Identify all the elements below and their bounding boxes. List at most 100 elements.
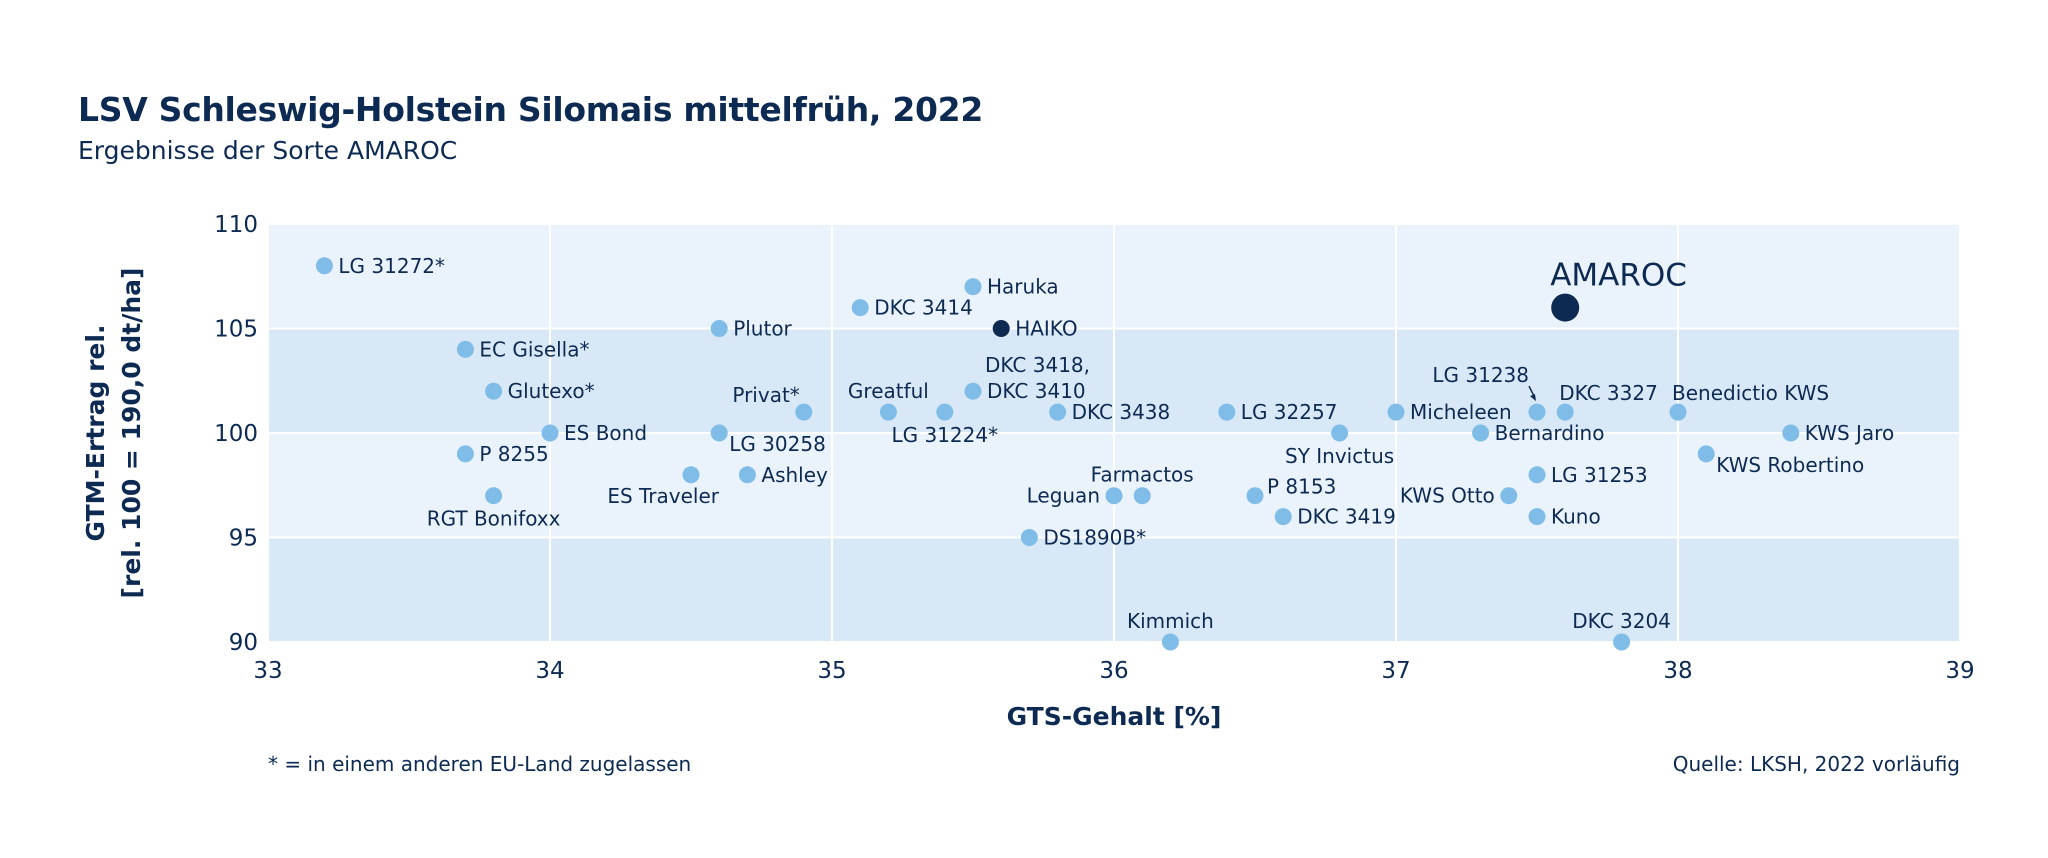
data-point xyxy=(1551,293,1580,322)
data-point xyxy=(1387,403,1405,421)
data-point xyxy=(1528,508,1546,526)
data-point xyxy=(1020,529,1038,546)
point-label: Leguan xyxy=(1027,484,1100,508)
data-point xyxy=(1218,403,1236,421)
data-point xyxy=(1613,633,1631,651)
data-point xyxy=(485,382,503,400)
y-tick-label: 110 xyxy=(214,212,258,238)
source-note: Quelle: LKSH, 2022 vorläufig xyxy=(1672,752,1960,776)
data-point xyxy=(1782,424,1800,442)
point-label: P 8153 xyxy=(1267,475,1336,499)
x-tick-label: 37 xyxy=(1381,658,1410,684)
point-label: LG 31238 xyxy=(1432,363,1529,387)
point-label: Ashley xyxy=(761,463,828,487)
point-label: AMAROC xyxy=(1550,258,1687,294)
point-label: Micheleen xyxy=(1410,400,1512,424)
data-point xyxy=(485,487,503,505)
point-label: P 8255 xyxy=(479,442,548,466)
axis-titles: GTS-Gehalt [%] GTM-Ertrag rel. [rel. 100 =… xyxy=(81,268,1221,731)
point-label: DS1890B* xyxy=(1043,526,1146,550)
data-point xyxy=(964,278,982,296)
point-label: LG 31272* xyxy=(338,254,445,278)
data-point xyxy=(1556,403,1574,421)
point-label: Kuno xyxy=(1551,505,1601,529)
leader-arrow xyxy=(1530,394,1536,402)
data-point xyxy=(1528,403,1546,421)
data-point xyxy=(315,257,333,275)
point-label: LG 31253 xyxy=(1551,463,1648,487)
data-point xyxy=(964,382,982,400)
point-label: ES Bond xyxy=(564,421,647,445)
point-label: RGT Bonifoxx xyxy=(427,507,561,531)
point-label: Privat* xyxy=(732,383,799,407)
point-label: SY Invictus xyxy=(1285,444,1394,468)
point-label: LG 32257 xyxy=(1241,400,1338,424)
data-point xyxy=(456,340,474,358)
data-point xyxy=(1246,487,1264,505)
x-tick-label: 33 xyxy=(253,658,282,684)
y-tick-label: 90 xyxy=(229,630,258,656)
point-label: DKC 3204 xyxy=(1572,609,1671,633)
point-label: KWS Otto xyxy=(1400,484,1495,508)
y-axis-title-unit: [rel. 100 = 190,0 dt/ha] xyxy=(117,268,146,599)
point-label: HAIKO xyxy=(1015,317,1077,341)
data-point xyxy=(795,403,813,421)
y-axis-title: GTM-Ertrag rel. xyxy=(81,325,110,542)
point-label: EC Gisella* xyxy=(479,337,589,361)
point-label: Glutexo* xyxy=(508,379,595,403)
data-point xyxy=(1331,424,1349,442)
tick-labels: 33 34 35 36 37 38 39 90 95 100 105 110 xyxy=(214,212,1975,684)
point-label: DKC 3410 xyxy=(987,379,1086,403)
data-point xyxy=(879,403,897,421)
data-point xyxy=(738,466,756,484)
point-label: Farmactos xyxy=(1091,463,1194,487)
data-point xyxy=(456,445,474,463)
point-label: DKC 3327 xyxy=(1559,381,1658,405)
data-point xyxy=(1528,466,1546,484)
point-label: Benedictio KWS xyxy=(1672,381,1829,405)
data-point xyxy=(1697,445,1715,463)
data-point xyxy=(541,424,559,442)
point-label: LG 30258 xyxy=(729,432,826,456)
y-tick-label: 100 xyxy=(214,421,258,447)
point-labels: LG 31272* EC Gisella* Glutexo* ES Bond P 825… xyxy=(338,254,1894,633)
data-point xyxy=(1161,633,1179,651)
data-point xyxy=(710,424,728,442)
data-point xyxy=(1049,403,1067,421)
y-tick-label: 105 xyxy=(214,317,258,343)
point-label: DKC 3438 xyxy=(1072,400,1171,424)
data-points xyxy=(315,257,1800,651)
point-label: Plutor xyxy=(733,317,792,341)
x-axis-title: GTS-Gehalt [%] xyxy=(1007,702,1222,731)
point-label: DKC 3419 xyxy=(1297,505,1396,529)
point-label: DKC 3414 xyxy=(874,296,973,320)
x-tick-label: 35 xyxy=(817,658,846,684)
point-label: ES Traveler xyxy=(607,484,719,508)
point-label: Kimmich xyxy=(1127,609,1214,633)
data-point xyxy=(851,299,869,317)
data-point xyxy=(682,466,700,484)
chart-subtitle: Ergebnisse der Sorte AMAROC xyxy=(78,136,458,165)
data-point xyxy=(1500,487,1518,505)
x-tick-label: 39 xyxy=(1945,658,1974,684)
data-point xyxy=(1669,403,1687,421)
x-tick-label: 36 xyxy=(1099,658,1128,684)
point-label: Bernardino xyxy=(1495,421,1605,445)
chart-title: LSV Schleswig-Holstein Silomais mittelfr… xyxy=(78,90,983,129)
data-point xyxy=(710,320,728,337)
point-label: LG 31224* xyxy=(891,423,998,447)
data-point xyxy=(1133,487,1151,505)
data-point xyxy=(992,320,1010,337)
footnote: * = in einem anderen EU-Land zugelassen xyxy=(268,752,692,776)
point-label: KWS Robertino xyxy=(1716,453,1864,477)
point-label: KWS Jaro xyxy=(1805,421,1894,445)
point-label: DKC 3418, xyxy=(985,353,1090,377)
data-point xyxy=(1105,487,1123,505)
y-tick-label: 95 xyxy=(229,526,258,552)
point-label: Haruka xyxy=(987,275,1059,299)
x-tick-label: 38 xyxy=(1663,658,1692,684)
data-point xyxy=(1274,508,1292,526)
point-label: Greatful xyxy=(848,379,929,403)
data-point xyxy=(1472,424,1490,442)
